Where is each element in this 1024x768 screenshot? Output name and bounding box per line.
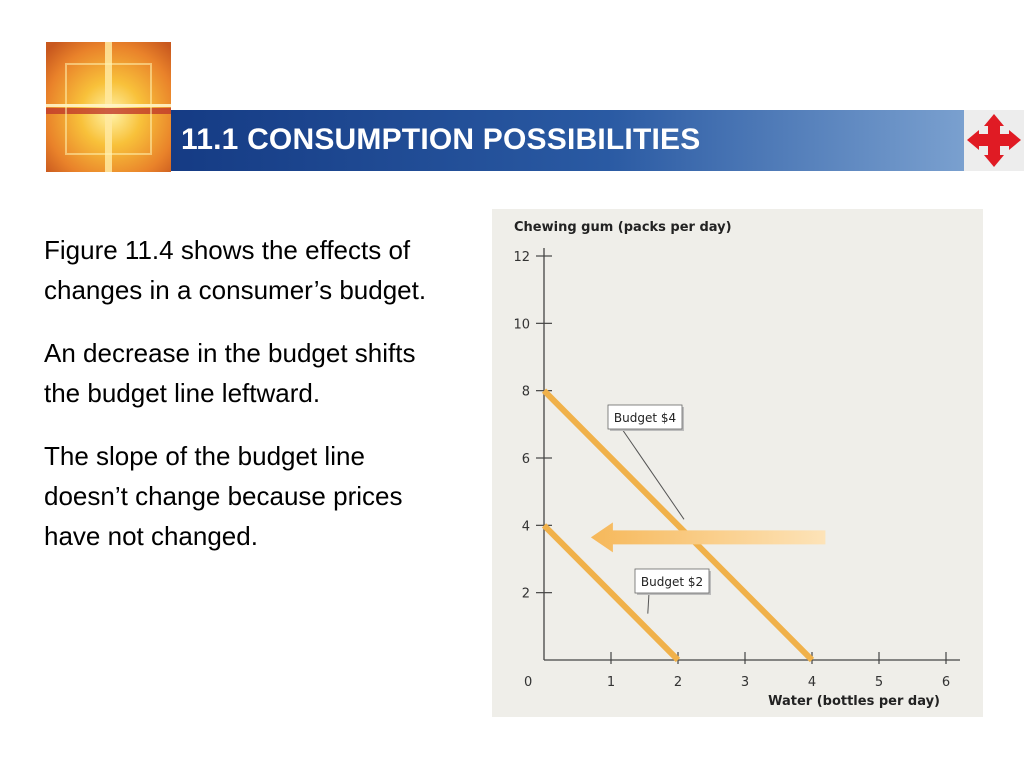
x-tick-label: 5 <box>875 675 883 690</box>
callout-leader <box>647 592 650 614</box>
y-axis-label: Chewing gum (packs per day) <box>514 220 732 235</box>
callout-label: Budget $2 <box>641 575 703 589</box>
cross-window-logo <box>46 42 171 172</box>
y-tick-label: 6 <box>522 452 530 467</box>
origin-label: 0 <box>524 675 532 690</box>
slide-body: Figure 11.4 shows the effects of changes… <box>44 230 434 579</box>
budget-line <box>541 523 681 663</box>
title-bar: 11.1 CONSUMPTION POSSIBILITIES <box>171 110 964 171</box>
x-tick-label: 3 <box>741 675 749 690</box>
callout-label: Budget $4 <box>614 411 676 425</box>
paragraph-1: Figure 11.4 shows the effects of changes… <box>44 235 427 305</box>
y-tick-label: 2 <box>522 587 530 602</box>
x-axis-label: Water (bottles per day) <box>768 694 940 709</box>
y-tick-label: 12 <box>513 250 530 265</box>
callout-box <box>607 404 683 430</box>
paragraph-2: An decrease in the budget shifts the bud… <box>44 338 416 408</box>
budget-line-chart: Chewing gum (packs per day) Water (bottle… <box>492 209 983 717</box>
four-way-arrow-icon[interactable] <box>964 110 1024 171</box>
y-tick-label: 8 <box>522 385 530 400</box>
budget-line <box>541 388 815 663</box>
paragraph-3: The slope of the budget line doesn’t cha… <box>44 441 403 551</box>
x-tick-label: 6 <box>942 675 950 690</box>
y-tick-label: 10 <box>513 317 530 332</box>
x-tick-label: 1 <box>607 675 615 690</box>
chart-svg: Chewing gum (packs per day) Water (bottle… <box>513 220 960 709</box>
callout-box <box>634 568 710 594</box>
y-tick-label: 4 <box>522 519 530 534</box>
shift-arrow <box>590 522 826 553</box>
x-tick-label: 4 <box>808 675 816 690</box>
slide-title: 11.1 CONSUMPTION POSSIBILITIES <box>181 123 701 156</box>
x-tick-label: 2 <box>674 675 682 690</box>
callout-leader <box>621 428 685 520</box>
